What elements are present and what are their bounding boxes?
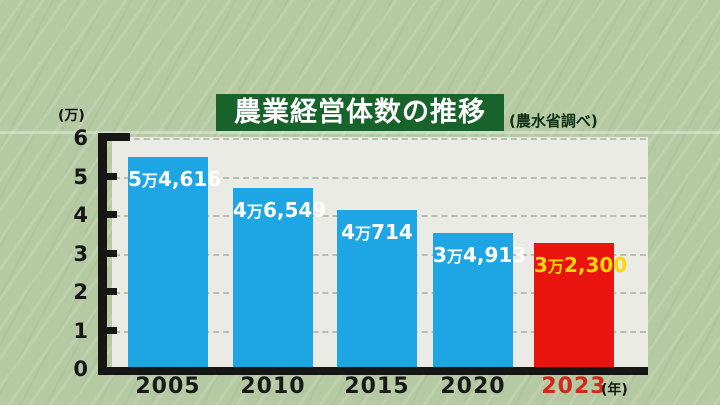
y-tick-label-2: 2	[73, 280, 88, 304]
y-tick-label-4: 4	[73, 203, 88, 227]
x-axis-year-suffix: (年)	[601, 382, 628, 398]
bar-value-label-2023: 3万2,300	[534, 253, 628, 277]
x-axis-line	[98, 367, 648, 375]
x-axis-label-2015: 2015	[344, 374, 410, 399]
bar-value-label-2015: 4万714	[341, 220, 413, 244]
y-axis-tick-5	[98, 172, 117, 180]
y-tick-label-5: 5	[73, 164, 88, 189]
bar-value-label-2010: 4万6,549	[233, 198, 327, 222]
bar-2010: 4万6,549	[233, 188, 327, 367]
y-axis-top-hook	[98, 133, 130, 141]
bar-value-label-2020: 3万4,913	[433, 243, 527, 267]
bar-value-label-2005: 5万4,616	[128, 167, 222, 191]
y-axis-unit-label: (万)	[58, 108, 85, 124]
y-tick-label-3: 3	[73, 241, 88, 266]
bar-2023: 3万2,300	[534, 243, 628, 367]
y-axis-tick-2	[98, 288, 117, 295]
bar-2005: 5万4,616	[128, 157, 222, 367]
x-axis-label-2020: 2020	[440, 374, 506, 399]
y-axis-tick-4	[98, 211, 117, 218]
bar-2020: 3万4,913	[433, 233, 527, 367]
bar-2015: 4万714	[337, 210, 417, 367]
x-axis-label-2023: 2023	[541, 374, 607, 399]
x-axis-label-2005: 2005	[135, 374, 201, 399]
gridline-5	[114, 176, 646, 179]
y-axis-tick-1	[98, 326, 117, 334]
y-axis-line	[98, 133, 107, 375]
x-axis-label-2010: 2010	[240, 374, 306, 399]
y-tick-label-1: 1	[73, 318, 88, 343]
title-box: 農業経営体数の推移	[216, 94, 504, 131]
y-tick-label-0: 0	[73, 357, 88, 381]
background-band-divider	[0, 131, 720, 134]
y-tick-label-6: 6	[73, 126, 88, 150]
source-note: (農水省調べ)	[509, 112, 598, 130]
chart-title: 農業経営体数の推移	[234, 97, 486, 128]
gridline-6	[114, 138, 646, 140]
y-axis-tick-3	[98, 249, 117, 257]
